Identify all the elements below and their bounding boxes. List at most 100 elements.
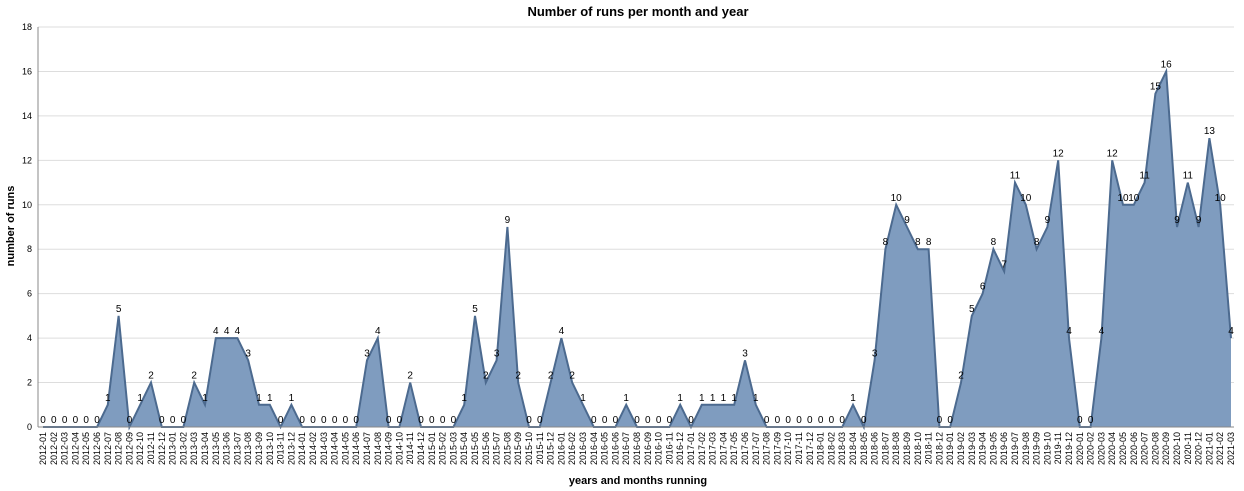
data-label: 9: [1045, 215, 1051, 226]
x-tick-label: 2015-05: [470, 432, 480, 465]
data-label: 0: [440, 415, 446, 426]
data-label: 0: [418, 415, 424, 426]
data-label: 1: [137, 393, 143, 404]
data-label: 1: [850, 393, 856, 404]
data-label: 0: [397, 415, 403, 426]
y-tick-label: 10: [22, 200, 32, 210]
data-label: 8: [991, 237, 997, 248]
x-tick-label: 2019-10: [1042, 432, 1052, 465]
data-label: 10: [1128, 193, 1140, 204]
data-label: 1: [289, 393, 295, 404]
data-label: 9: [1174, 215, 1180, 226]
data-label: 0: [451, 415, 457, 426]
data-label: 6: [980, 282, 986, 293]
x-tick-label: 2015-09: [513, 432, 523, 465]
data-label: 0: [537, 415, 543, 426]
x-tick-label: 2014-03: [319, 432, 329, 465]
x-tick-label: 2013-05: [211, 432, 221, 465]
data-label: 15: [1150, 82, 1162, 93]
data-label: 11: [1010, 171, 1021, 182]
data-label: 3: [245, 348, 251, 359]
x-tick-label: 2016-12: [675, 432, 685, 465]
x-tick-label: 2014-01: [297, 432, 307, 465]
data-label: 0: [40, 415, 46, 426]
x-tick-label: 2016-11: [664, 432, 674, 464]
data-label: 3: [742, 348, 748, 359]
x-axis-ticks: 2012-01 2012-02 2012-03 2012-04 2012-05 2012-…: [38, 432, 1236, 465]
data-label: 1: [731, 393, 737, 404]
data-label: 4: [1099, 326, 1105, 337]
data-label: 4: [1228, 326, 1234, 337]
data-label: 0: [299, 415, 305, 426]
data-label: 1: [753, 393, 759, 404]
x-tick-label: 2015-02: [438, 432, 448, 465]
x-tick-label: 2012-04: [70, 432, 80, 465]
data-label: 3: [494, 348, 500, 359]
data-label: 0: [94, 415, 100, 426]
x-tick-label: 2014-06: [351, 432, 361, 465]
data-label: 1: [105, 393, 111, 404]
x-tick-label: 2016-07: [621, 432, 631, 465]
x-tick-label: 2017-03: [708, 432, 718, 465]
x-tick-label: 2015-08: [502, 432, 512, 465]
x-tick-label: 2012-03: [60, 432, 70, 465]
data-label: 5: [969, 304, 975, 315]
data-label: 9: [505, 215, 511, 226]
runs-area: [43, 71, 1231, 427]
data-label: 13: [1204, 126, 1216, 137]
data-label: 0: [807, 415, 813, 426]
data-label: 4: [224, 326, 230, 337]
x-tick-label: 2016-09: [643, 432, 653, 465]
x-tick-label: 2017-08: [762, 432, 772, 465]
x-tick-label: 2017-04: [718, 432, 728, 465]
x-tick-label: 2014-02: [308, 432, 318, 465]
data-label: 12: [1053, 148, 1065, 159]
data-label: 0: [278, 415, 284, 426]
data-label: 1: [699, 393, 705, 404]
data-label: 1: [267, 393, 273, 404]
data-label: 1: [710, 393, 716, 404]
x-tick-label: 2019-01: [945, 432, 955, 465]
x-tick-label: 2017-01: [686, 432, 696, 465]
data-label: 8: [926, 237, 932, 248]
data-label: 0: [937, 415, 943, 426]
data-label: 4: [559, 326, 565, 337]
data-label: 11: [1183, 171, 1194, 182]
x-tick-label: 2020-10: [1172, 432, 1182, 465]
x-tick-label: 2014-05: [340, 432, 350, 465]
data-label: 0: [429, 415, 435, 426]
x-tick-label: 2012-07: [103, 432, 113, 465]
x-tick-label: 2016-05: [600, 432, 610, 465]
x-tick-label: 2020-09: [1161, 432, 1171, 465]
data-label: 10: [1215, 193, 1227, 204]
data-label: 0: [526, 415, 532, 426]
data-label: 2: [483, 371, 489, 382]
x-tick-label: 2012-11: [146, 432, 156, 464]
data-label: 0: [170, 415, 176, 426]
data-label: 4: [235, 326, 241, 337]
data-label: 2: [569, 371, 575, 382]
data-label: 0: [667, 415, 673, 426]
x-tick-label: 2021-01: [1204, 432, 1214, 465]
data-label: 4: [375, 326, 381, 337]
x-tick-label: 2017-07: [751, 432, 761, 465]
data-label: 0: [775, 415, 781, 426]
x-tick-label: 2019-08: [1021, 432, 1031, 465]
data-label: 8: [883, 237, 889, 248]
data-label: 9: [904, 215, 910, 226]
x-tick-label: 2016-02: [567, 432, 577, 465]
x-tick-label: 2015-11: [535, 432, 545, 464]
x-tick-label: 2019-11: [1053, 432, 1063, 464]
data-label: 1: [721, 393, 727, 404]
x-axis: [37, 27, 1234, 428]
x-tick-label: 2013-09: [254, 432, 264, 465]
x-tick-label: 2019-03: [967, 432, 977, 465]
data-label: 1: [202, 393, 208, 404]
data-label: 2: [548, 371, 554, 382]
x-tick-label: 2016-04: [589, 432, 599, 465]
x-tick-label: 2014-12: [416, 432, 426, 465]
data-label: 0: [127, 415, 133, 426]
x-tick-label: 2014-10: [394, 432, 404, 465]
